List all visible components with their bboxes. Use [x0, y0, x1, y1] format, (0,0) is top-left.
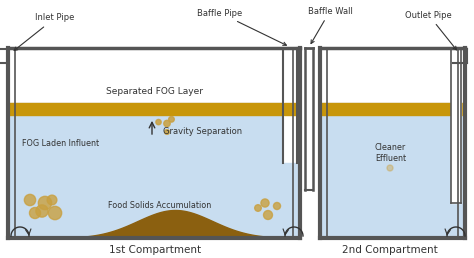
Text: Cleaner
Effluent: Cleaner Effluent — [375, 143, 406, 163]
Circle shape — [24, 194, 36, 206]
Circle shape — [164, 120, 170, 127]
Bar — [451, 48, 463, 64]
Circle shape — [36, 205, 48, 217]
Circle shape — [387, 165, 393, 171]
Bar — [6, 48, 18, 64]
Text: Inlet Pipe: Inlet Pipe — [14, 13, 75, 51]
Circle shape — [47, 195, 57, 205]
Text: Food Solids Accumulation: Food Solids Accumulation — [109, 201, 211, 211]
Text: FOG Laden Influent: FOG Laden Influent — [22, 139, 99, 148]
Bar — [320, 103, 465, 238]
Circle shape — [273, 203, 281, 209]
Text: 1st Compartment: 1st Compartment — [109, 245, 201, 255]
Circle shape — [169, 117, 174, 122]
Circle shape — [261, 199, 269, 207]
Circle shape — [156, 119, 161, 125]
Bar — [284, 163, 296, 238]
Text: Gravity Separation: Gravity Separation — [163, 126, 242, 135]
Circle shape — [164, 130, 169, 134]
Text: Separated FOG Layer: Separated FOG Layer — [107, 87, 203, 96]
Bar — [451, 48, 461, 203]
Bar — [305, 48, 313, 190]
Circle shape — [264, 211, 273, 220]
Text: 2nd Compartment: 2nd Compartment — [342, 245, 438, 255]
Circle shape — [29, 207, 41, 219]
Text: Baffle Pipe: Baffle Pipe — [197, 9, 286, 45]
Circle shape — [38, 196, 52, 210]
Text: Outlet Pipe: Outlet Pipe — [405, 11, 456, 50]
Bar — [320, 103, 465, 115]
Circle shape — [48, 206, 62, 220]
Bar — [284, 103, 296, 115]
Bar — [8, 103, 300, 115]
Circle shape — [255, 205, 261, 211]
Text: Baffle Wall: Baffle Wall — [308, 6, 353, 44]
Bar — [283, 48, 297, 163]
Bar — [8, 103, 300, 238]
